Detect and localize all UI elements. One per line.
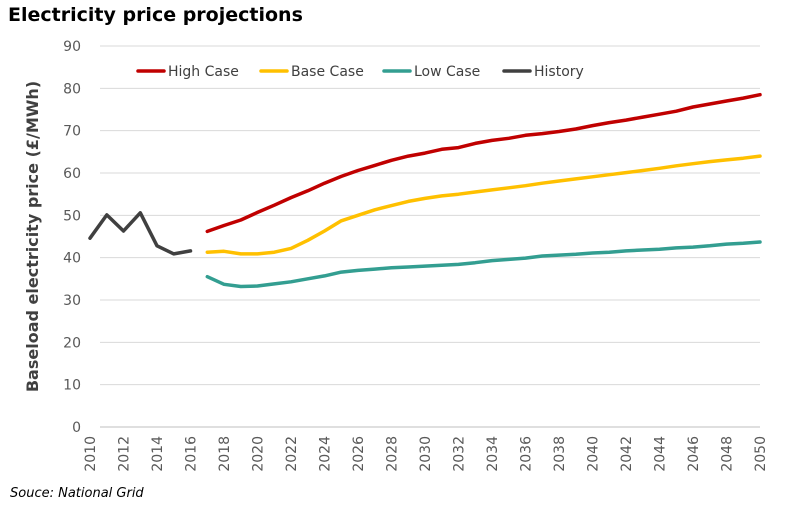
x-tick-label: 2016 (184, 436, 200, 472)
series-line-high-case (205, 92, 762, 234)
x-tick-label: 2040 (586, 436, 602, 472)
x-tick-label: 2032 (452, 436, 468, 472)
y-tick-label: 70 (63, 124, 81, 140)
x-tick-label: 2024 (318, 436, 334, 472)
chart-title: Electricity price projections (8, 4, 303, 26)
x-tick-label: 2048 (720, 436, 736, 472)
y-tick-label: 30 (63, 293, 81, 309)
y-tick-label: 90 (63, 39, 81, 55)
y-tick-label: 10 (63, 378, 81, 394)
y-axis-tick-labels: 0 10 20 30 40 50 60 70 80 90 (63, 39, 81, 436)
series-line-low-case (205, 240, 762, 289)
x-tick-label: 2044 (653, 436, 669, 472)
x-tick-label: 2036 (519, 436, 535, 472)
x-tick-label: 2046 (686, 436, 702, 472)
x-tick-label: 2022 (284, 436, 300, 472)
series-lines (88, 92, 762, 289)
x-tick-label: 2042 (619, 436, 635, 472)
x-tick-label: 2014 (150, 436, 166, 472)
legend-label: High Case (168, 64, 239, 80)
x-tick-label: 2012 (117, 436, 133, 472)
x-tick-label: 2050 (753, 436, 769, 472)
x-tick-label: 2028 (385, 436, 401, 472)
y-tick-label: 50 (63, 208, 81, 224)
y-tick-label: 60 (63, 166, 81, 182)
legend-label: Base Case (291, 64, 364, 80)
x-tick-label: 2030 (418, 436, 434, 472)
x-tick-label: 2038 (552, 436, 568, 472)
legend: High Case Base Case Low Case History (136, 64, 584, 80)
x-tick-label: 2020 (251, 436, 267, 472)
legend-label: History (534, 64, 584, 80)
x-tick-label: 2010 (83, 436, 99, 472)
y-axis-label: Baseload electricity price (£/MWh) (23, 81, 42, 392)
x-axis-tick-labels: 2010 2012 2014 2016 2018 2020 2022 2024 2026 2028… (83, 436, 769, 472)
x-tick-label: 2018 (217, 436, 233, 472)
y-tick-label: 40 (63, 251, 81, 267)
series-line-base-case (205, 154, 762, 256)
series-line-history (88, 211, 193, 256)
y-tick-label: 20 (63, 335, 81, 351)
x-tick-label: 2034 (485, 436, 501, 472)
gridlines (100, 45, 760, 428)
x-tick-label: 2026 (351, 436, 367, 472)
y-tick-label: 0 (72, 420, 81, 436)
legend-label: Low Case (414, 64, 480, 80)
source-note: Souce: National Grid (10, 486, 144, 501)
y-tick-label: 80 (63, 81, 81, 97)
